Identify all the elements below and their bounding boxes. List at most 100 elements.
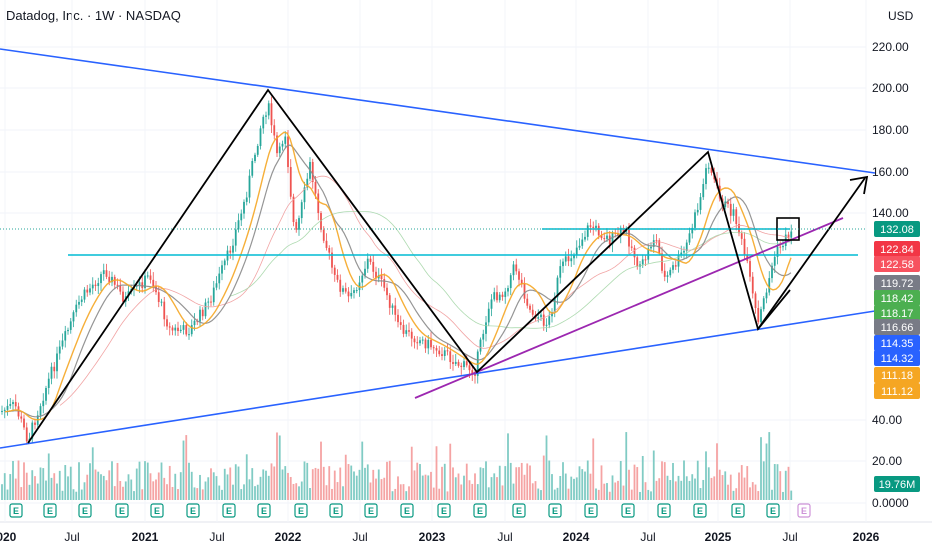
volume-bar: [545, 435, 548, 500]
candle-body: [567, 256, 570, 262]
candle-body: [6, 405, 9, 410]
volume-bar: [273, 466, 276, 500]
volume-bar: [512, 483, 515, 500]
earnings-marker-label: E: [625, 506, 631, 516]
volume-bar: [226, 474, 229, 500]
volume-bar: [397, 476, 399, 500]
candle-body: [452, 362, 454, 364]
candle-body: [570, 258, 573, 262]
volume-bar: [751, 482, 754, 500]
candle-body: [311, 161, 314, 182]
candle-body: [116, 284, 119, 286]
candle-body: [509, 275, 512, 289]
volume-bar: [300, 481, 303, 500]
candle-body: [573, 254, 575, 259]
candle-body: [372, 261, 375, 272]
currency-label: USD: [888, 9, 914, 23]
candle-body: [402, 324, 405, 334]
volume-bar: [91, 447, 94, 500]
candle-body: [790, 231, 793, 238]
candle-body: [691, 227, 694, 234]
candle-body: [177, 327, 179, 332]
volume-bar: [270, 463, 273, 500]
candle-body: [314, 181, 317, 194]
volume-bar: [185, 435, 188, 500]
candle-body: [474, 373, 476, 376]
candle-body: [188, 334, 190, 336]
volume-bar: [680, 480, 683, 500]
candle-body: [199, 309, 201, 322]
volume-bar: [754, 484, 757, 500]
volume-bar: [1, 484, 3, 500]
volume-bar: [710, 477, 713, 500]
volume-bar: [377, 469, 380, 500]
candle-body: [449, 351, 452, 363]
candle-body: [105, 270, 108, 277]
candle-body: [23, 418, 25, 428]
candle-body: [611, 232, 614, 245]
candle-body: [619, 227, 622, 236]
volume-bar: [254, 486, 256, 500]
candle-body: [661, 253, 663, 271]
volume-bar: [218, 485, 221, 500]
price-label: 111.18: [881, 370, 913, 382]
candle-body: [149, 275, 152, 280]
volume-bar: [685, 476, 688, 500]
volume-bar: [97, 471, 100, 500]
volume-bar: [553, 489, 556, 500]
earnings-marker: [693, 503, 707, 518]
price-label: 116.66: [881, 322, 914, 334]
volume-bar: [523, 474, 526, 500]
candle-body: [234, 229, 237, 246]
volume-bar: [295, 483, 298, 500]
candle-body: [342, 288, 344, 292]
volume-bar: [3, 473, 6, 500]
volume-bar: [441, 466, 443, 500]
candle-body: [501, 294, 504, 297]
candle-body: [652, 240, 655, 247]
volume-bar: [311, 469, 314, 500]
volume-bar: [721, 475, 724, 500]
candle-body: [50, 366, 53, 379]
earnings-marker-label: E: [82, 506, 88, 516]
volume-bar: [287, 472, 289, 500]
volume-bar: [289, 476, 292, 500]
volume-bar: [485, 461, 487, 500]
candle-body: [628, 229, 630, 247]
volume-bar: [443, 463, 446, 500]
volume-bar: [196, 488, 199, 500]
volume-bar: [204, 481, 207, 500]
time-tick-label: 2025: [705, 530, 732, 544]
candle-body: [622, 227, 625, 232]
candle-body: [600, 235, 603, 239]
volume-bar: [782, 491, 784, 500]
candle-body: [432, 347, 435, 349]
volume-bar: [746, 466, 749, 500]
candle-body: [672, 265, 674, 270]
volume-bar: [498, 465, 501, 500]
volume-bar: [674, 481, 677, 500]
earnings-marker: [512, 503, 526, 518]
candle-body: [496, 292, 498, 301]
earnings-marker: [43, 503, 57, 518]
time-tick-label: 2022: [275, 530, 302, 544]
candle-body: [331, 252, 333, 268]
volume-bar: [468, 480, 471, 500]
volume-bar: [493, 473, 496, 500]
earnings-marker: [473, 503, 487, 518]
earnings-marker-label: E: [226, 506, 232, 516]
volume-bar: [47, 453, 50, 500]
volume-bar: [542, 455, 545, 500]
earnings-marker: [584, 503, 598, 518]
candle-body: [457, 361, 460, 366]
volume-bar: [597, 489, 600, 500]
volume-bar: [353, 471, 355, 500]
volume-bar: [83, 482, 86, 500]
time-tick-label: 2021: [132, 530, 159, 544]
candle-body: [410, 331, 413, 339]
volume-bar: [207, 477, 210, 500]
volume-bar: [276, 432, 278, 500]
volume-bar: [61, 490, 64, 500]
